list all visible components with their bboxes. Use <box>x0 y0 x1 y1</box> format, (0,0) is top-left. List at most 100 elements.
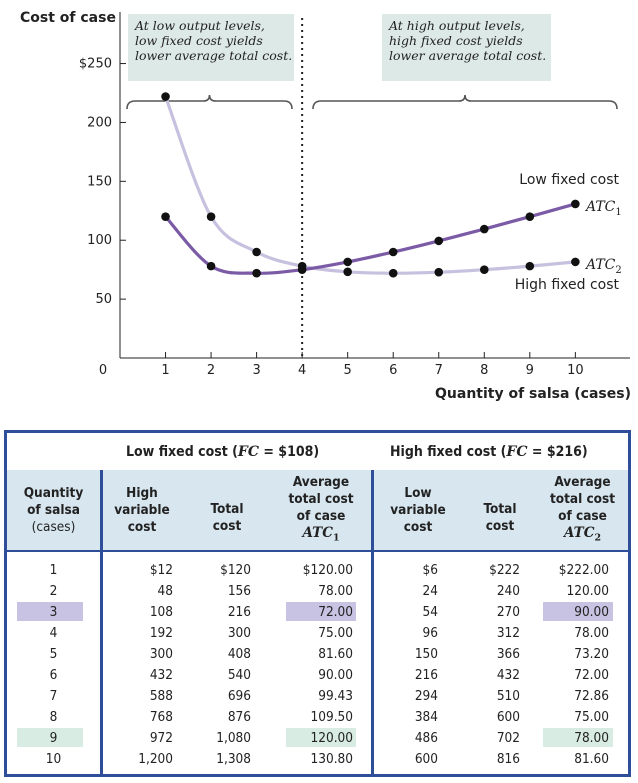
column-divider-2 <box>371 470 374 774</box>
data-point-atc1 <box>388 247 398 257</box>
cell-hv: 432 <box>149 667 173 683</box>
series-line-atc1 <box>163 202 577 275</box>
highlight-q9 <box>17 728 83 747</box>
annotation-low-line-3: lower average total cost. <box>135 48 293 63</box>
cell-t1: 540 <box>227 667 251 683</box>
data-point-atc2 <box>252 247 261 257</box>
cell-atc2: 78.00 <box>574 625 609 641</box>
table-row: 10 1,200 1,308 130.80 600 816 81.60 <box>7 749 628 770</box>
data-point-atc2 <box>388 268 398 278</box>
cell-atc2: 72.00 <box>574 667 609 683</box>
cell-atc1: 120.00 <box>310 730 353 746</box>
cell-lv: 54 <box>422 604 438 620</box>
cell-lv: 486 <box>414 730 438 746</box>
cell-t1: 156 <box>227 583 251 599</box>
cell-hv: $12 <box>149 562 173 578</box>
y-axis-label: Cost of case <box>20 10 116 26</box>
chart-axes <box>119 12 630 359</box>
cell-t1: 696 <box>227 688 251 704</box>
cell-atc1: 81.60 <box>318 646 353 662</box>
cell-lv: 216 <box>414 667 438 683</box>
cell-t1: 300 <box>227 625 251 641</box>
data-point-atc1 <box>343 257 352 267</box>
header-atc2-line-1: Average <box>554 473 611 490</box>
table-row: 2 48 156 78.00 24 240 120.00 <box>7 581 628 602</box>
x-tick-label: 4 <box>298 363 306 378</box>
series-name-atc2: ATC2 <box>584 257 622 276</box>
y-tick-label: 100 <box>87 233 112 248</box>
brace-high-output <box>312 94 618 110</box>
highlight-atc1-row9 <box>286 728 356 747</box>
header-total2-line-2: cost <box>485 518 515 534</box>
header-hv-line-2: variable <box>114 501 170 518</box>
header-atc1-line-2: total cost <box>288 490 354 507</box>
header-total-cost-low: Total cost <box>183 470 271 550</box>
cell-atc1: 78.00 <box>318 583 353 599</box>
data-point-atc2 <box>479 265 489 274</box>
y-tick-label: 50 <box>95 292 112 307</box>
header-lv-line-1: Low <box>404 484 432 501</box>
data-point-atc1 <box>161 212 170 221</box>
header-quantity-line-2: of salsa <box>27 501 80 518</box>
annotation-high-line-1: At high output levels, <box>389 18 525 33</box>
data-point-atc1 <box>479 224 489 234</box>
cell-t2: 816 <box>496 751 520 767</box>
header-total2-line-1: Total <box>483 501 517 517</box>
series-label-low-fixed-cost: Low fixed cost <box>519 172 619 188</box>
header-atc1: Average total cost of case ATC1 <box>271 470 371 550</box>
header-lv-line-3: cost <box>403 518 433 535</box>
data-point-atc2 <box>206 212 216 221</box>
header-atc2: Average total cost of case ATC2 <box>537 470 628 550</box>
cost-table: Low fixed cost (FC = $108) High fixed co… <box>4 430 631 777</box>
cell-q: 7 <box>49 688 58 704</box>
annotation-high-line-2: high fixed cost yields <box>389 33 523 48</box>
cell-atc1: 75.00 <box>318 625 353 641</box>
cell-t1: 408 <box>227 646 251 662</box>
cell-lv: 384 <box>414 709 438 725</box>
cell-atc2: 120.00 <box>566 583 609 599</box>
annotation-low-line-2: low fixed cost yields <box>135 33 263 48</box>
data-point-atc1 <box>252 268 261 278</box>
cell-t2: $222 <box>489 562 520 578</box>
cell-t1: 216 <box>227 604 251 620</box>
header-hv-line-1: High <box>126 484 158 501</box>
cell-atc1: 72.00 <box>318 604 353 620</box>
cell-atc2: 72.86 <box>574 688 609 704</box>
brace-low-output <box>126 94 293 110</box>
table-row: 1 $12 $120 $120.00 $6 $222 $222.00 <box>7 560 628 581</box>
cell-atc1: 99.43 <box>318 688 353 704</box>
x-tick-label: 2 <box>207 363 215 378</box>
table-row: 4 192 300 75.00 96 312 78.00 <box>7 623 628 644</box>
table-header-band <box>7 470 628 550</box>
header-quantity: Quantity of salsa (cases) <box>7 470 100 550</box>
cell-q: 5 <box>49 646 58 662</box>
annotation-high-line-3: lower average total cost. <box>389 48 547 63</box>
group-header-high-fixed-cost: High fixed cost (FC = $216) <box>390 444 588 460</box>
column-divider-1 <box>100 470 103 774</box>
header-hv-line-3: cost <box>127 518 157 535</box>
cell-atc2: 73.20 <box>574 646 609 662</box>
data-point-atc2 <box>343 267 352 277</box>
header-atc2-line-3: of case <box>558 507 607 524</box>
cell-q: 4 <box>49 625 58 641</box>
x-tick-label: 5 <box>344 363 352 378</box>
cell-hv: 588 <box>149 688 173 704</box>
cell-lv: 150 <box>414 646 438 662</box>
cell-t1: $120 <box>220 562 251 578</box>
cell-atc1: $120.00 <box>302 562 353 578</box>
cell-t2: 270 <box>496 604 520 620</box>
highlight-q3 <box>17 602 83 621</box>
header-lv-line-2: variable <box>390 501 446 518</box>
highlight-atc1-min <box>286 602 356 621</box>
annotation-low-line-1: At low output levels, <box>135 18 265 33</box>
cell-atc1: 90.00 <box>318 667 353 683</box>
x-tick-label: 10 <box>567 363 584 378</box>
cell-lv: 96 <box>422 625 438 641</box>
y-tick-label: 200 <box>87 115 112 130</box>
table-row: 3 108 216 72.00 54 270 90.00 <box>7 602 628 623</box>
cell-t2: 600 <box>496 709 520 725</box>
chart-ticks: 1 2 3 4 5 6 7 8 9 10 50 100 150 200 $250 <box>79 57 584 378</box>
cell-hv: 108 <box>149 604 173 620</box>
cell-hv: 1,200 <box>138 751 173 767</box>
cell-q: 1 <box>49 562 58 578</box>
